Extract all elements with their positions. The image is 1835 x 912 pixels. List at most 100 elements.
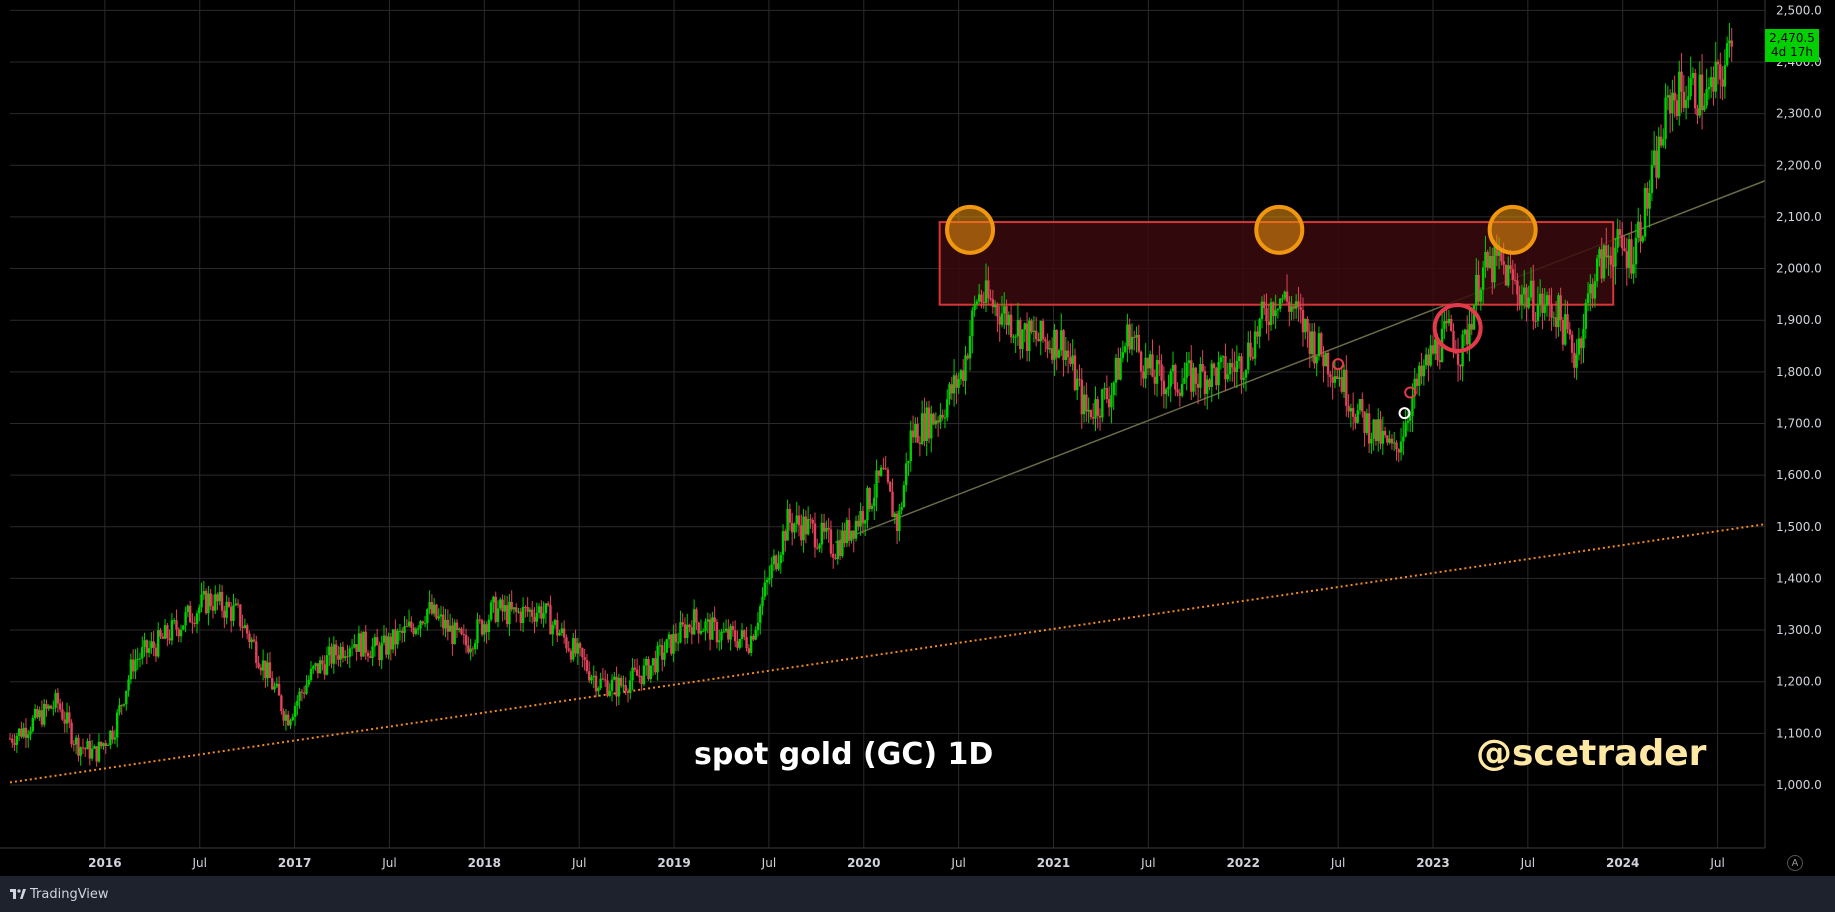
candle-body [312, 666, 315, 669]
candle-body [375, 637, 379, 646]
candle-body [1723, 65, 1727, 87]
candle-body [1016, 320, 1020, 337]
candle-body [649, 665, 652, 680]
candle-body [129, 659, 133, 680]
candle-body [829, 529, 833, 554]
candle-body [1101, 389, 1104, 418]
candle-body [79, 747, 82, 756]
candle-body [1595, 258, 1599, 282]
candle-body [474, 643, 477, 650]
x-tick-label: Jul [1709, 856, 1724, 870]
candle-body [533, 616, 536, 622]
orange-highlight-circle [1254, 204, 1305, 255]
candle-body [692, 609, 696, 635]
candle-body [619, 677, 623, 686]
candle-body [1062, 330, 1065, 361]
candle-body [1541, 293, 1544, 313]
candle-body [1139, 351, 1143, 372]
candle-body [33, 708, 37, 719]
candle-body [1598, 249, 1601, 259]
candle-body [1281, 298, 1284, 300]
candle-body [850, 530, 853, 541]
candle-body [763, 582, 767, 597]
candle-body [86, 740, 89, 750]
tradingview-brand[interactable]: TradingView [10, 887, 109, 902]
candle-body [77, 737, 80, 756]
candle-body [1233, 367, 1236, 372]
candle-body [1668, 95, 1672, 114]
candle-body [510, 601, 513, 610]
candle-body [1358, 399, 1362, 411]
candle-body [1513, 279, 1517, 281]
auto-scale-button[interactable]: A [1787, 855, 1803, 871]
candle-body [841, 530, 844, 556]
x-tick-label: 2023 [1416, 856, 1449, 870]
candlestick-series [8, 23, 1733, 767]
candle-body [1037, 339, 1040, 342]
candle-body [36, 708, 39, 718]
candle-body [549, 605, 552, 635]
candle-body [1678, 71, 1681, 117]
x-tick-label: Jul [191, 856, 206, 870]
candle-body [1502, 261, 1505, 265]
candle-body [816, 547, 819, 549]
candle-body [218, 591, 221, 602]
y-tick-label: 2,300.0 [1776, 107, 1822, 121]
candle-body [1091, 417, 1095, 419]
support-line [9, 523, 1766, 784]
candle-body [1611, 264, 1615, 267]
candle-body [95, 746, 98, 762]
candle-body [946, 399, 949, 418]
candle-body [1107, 399, 1111, 408]
candle-body [1655, 150, 1658, 178]
candle-body [962, 370, 965, 381]
candle-body [868, 487, 871, 509]
candle-body [1000, 313, 1004, 325]
candle-body [1151, 354, 1154, 377]
candle-body [980, 294, 983, 302]
candle-body [460, 628, 463, 634]
candle-body [8, 738, 12, 740]
candle-body [1522, 287, 1526, 295]
candle-body [537, 606, 541, 613]
candle-body [398, 630, 402, 632]
candle-body [1589, 284, 1592, 294]
candle-body [90, 748, 94, 759]
candle-body [1463, 329, 1467, 335]
candle-body [1500, 251, 1503, 262]
candle-body [1265, 308, 1268, 322]
candle-body [1424, 354, 1428, 366]
candle-body [1162, 380, 1166, 395]
candle-body [736, 641, 739, 648]
candle-body [259, 667, 263, 671]
candle-body [74, 737, 78, 745]
candle-body [578, 643, 582, 649]
candle-body [1534, 320, 1537, 322]
candle-body [471, 648, 475, 650]
candle-body [1730, 40, 1733, 47]
candle-body [560, 628, 564, 634]
candle-body [1427, 354, 1430, 366]
chart-title: spot gold (GC) 1D [694, 737, 994, 772]
candle-body [1048, 348, 1052, 350]
candle-body [1388, 438, 1391, 443]
candle-body [1119, 358, 1122, 380]
candle-body [1349, 408, 1353, 412]
candle-body [1593, 281, 1597, 299]
candle-body [1637, 221, 1640, 238]
candle-body [686, 624, 689, 638]
candle-body [1646, 187, 1649, 209]
candle-body [1390, 438, 1394, 444]
candle-body [448, 625, 452, 632]
brand-name: TradingView [30, 886, 109, 902]
candle-body [195, 613, 199, 624]
candle-body [718, 640, 721, 643]
candle-body [1329, 374, 1332, 377]
candle-body [186, 605, 190, 613]
candle-body [1484, 252, 1487, 268]
candle-body [1694, 72, 1697, 109]
candle-body [629, 680, 632, 693]
candle-body [1632, 264, 1635, 274]
candle-body [373, 637, 377, 647]
